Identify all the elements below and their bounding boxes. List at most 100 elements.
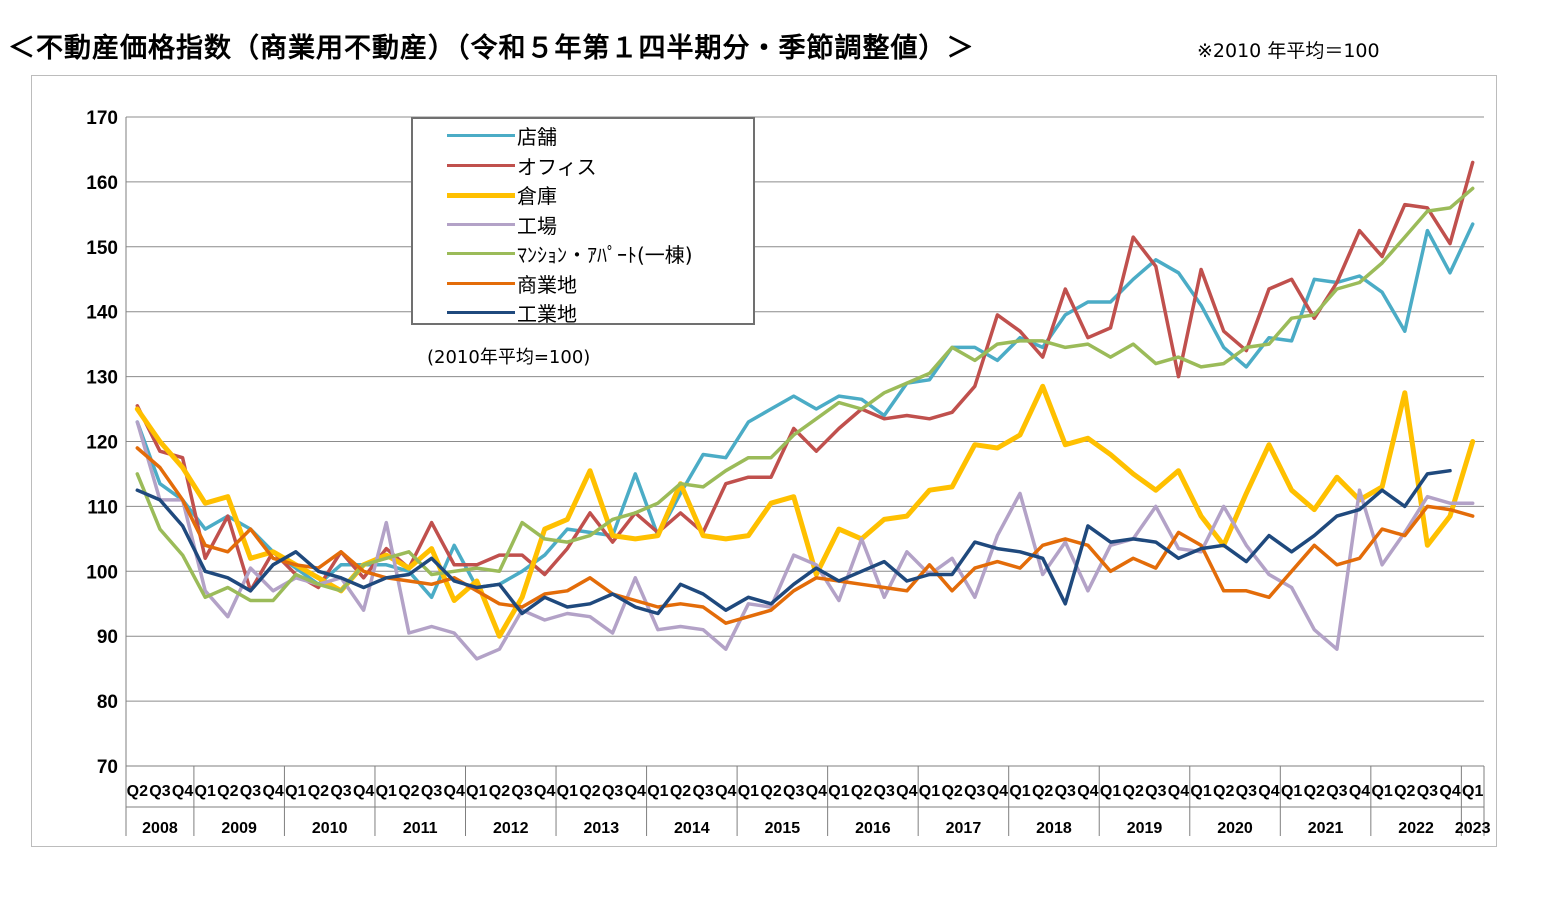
legend-item: 工業地 xyxy=(413,298,753,326)
legend-item: 工場 xyxy=(413,210,753,238)
x-tick-label: Q2 xyxy=(670,783,691,800)
year-label: 2008 xyxy=(142,820,178,837)
year-label: 2017 xyxy=(946,820,982,837)
x-tick-label: Q1 xyxy=(466,783,487,800)
base-year-note: ※2010 年平均＝100 xyxy=(1197,40,1380,62)
legend-label: オフィス xyxy=(517,154,597,179)
year-label: 2023 xyxy=(1455,820,1491,837)
year-label: 2012 xyxy=(493,820,529,837)
year-label: 2011 xyxy=(403,820,438,837)
x-tick-label: Q1 xyxy=(557,783,578,800)
year-label: 2019 xyxy=(1127,820,1163,837)
legend-swatch xyxy=(447,311,515,314)
x-tick-label: Q4 xyxy=(1349,783,1370,800)
x-tick-label: Q3 xyxy=(964,783,985,800)
x-tick-label: Q1 xyxy=(195,783,216,800)
legend-swatch xyxy=(447,163,515,167)
x-tick-label: Q3 xyxy=(1236,783,1257,800)
x-tick-label: Q4 xyxy=(1168,783,1189,800)
legend-label: ﾏﾝｼｮﾝ・ｱﾊﾟｰﾄ(一棟) xyxy=(517,243,693,267)
x-tick-label: Q1 xyxy=(647,783,668,800)
series-line xyxy=(135,160,1475,593)
x-tick-label: Q2 xyxy=(308,783,329,800)
x-tick-label: Q4 xyxy=(1258,783,1279,800)
x-tick-label: Q1 xyxy=(919,783,940,800)
x-tick-label: Q1 xyxy=(1100,783,1121,800)
legend-item: 商業地 xyxy=(413,269,753,297)
x-tick-label: Q3 xyxy=(421,783,442,800)
x-tick-label: Q3 xyxy=(330,783,351,800)
legend-label: 倉庫 xyxy=(517,184,557,208)
x-tick-label: Q2 xyxy=(760,783,781,800)
x-tick-label: Q3 xyxy=(874,783,895,800)
year-label: 2015 xyxy=(765,820,801,837)
x-tick-label: Q2 xyxy=(1394,783,1415,800)
x-tick-label: Q4 xyxy=(534,783,555,800)
x-tick-label: Q2 xyxy=(941,783,962,800)
y-tick-label: 120 xyxy=(86,433,118,454)
y-tick-label: 90 xyxy=(97,627,118,648)
x-tick-label: Q4 xyxy=(1439,783,1460,800)
chart-frame xyxy=(31,75,1497,847)
x-tick-label: Q2 xyxy=(127,783,148,800)
x-tick-label: Q1 xyxy=(376,783,397,800)
legend-label: 工業地 xyxy=(517,302,577,326)
x-tick-label: Q3 xyxy=(511,783,532,800)
x-tick-label: Q2 xyxy=(1304,783,1325,800)
x-tick-label: Q4 xyxy=(444,783,465,800)
legend: 店舗オフィス倉庫工場 ﾏﾝｼｮﾝ・ｱﾊﾟｰﾄ(一棟) 商業地工業地 xyxy=(411,117,755,326)
x-tick-label: Q1 xyxy=(285,783,306,800)
y-axis-ticks: 70 80 90 100 110 120 130 140 150 160 170 xyxy=(86,108,118,778)
y-tick-label: 170 xyxy=(86,108,118,129)
x-tick-label: Q4 xyxy=(806,783,827,800)
year-label: 2013 xyxy=(584,820,620,837)
x-tick-label: Q1 xyxy=(828,783,849,800)
year-label: 2022 xyxy=(1398,820,1434,837)
x-tick-label: Q2 xyxy=(851,783,872,800)
chart-base-note: (2010年平均=100) xyxy=(427,347,591,368)
x-tick-label: Q2 xyxy=(1032,783,1053,800)
series-line xyxy=(135,420,1475,661)
x-tick-label: Q3 xyxy=(149,783,170,800)
x-tick-label: Q1 xyxy=(738,783,759,800)
year-label: 2010 xyxy=(312,820,348,837)
year-label: 2016 xyxy=(855,820,891,837)
y-tick-label: 110 xyxy=(87,497,118,518)
legend-swatch xyxy=(447,252,515,255)
legend-item: 店舗 xyxy=(413,121,753,149)
legend-swatch xyxy=(447,134,515,137)
x-tick-label: Q3 xyxy=(1326,783,1347,800)
year-label: 2021 xyxy=(1308,820,1344,837)
x-tick-label: Q4 xyxy=(625,783,646,800)
y-tick-label: 150 xyxy=(86,238,118,259)
x-tick-label: Q3 xyxy=(1145,783,1166,800)
x-tick-label: Q2 xyxy=(489,783,510,800)
x-tick-label: Q2 xyxy=(1123,783,1144,800)
x-tick-label: Q4 xyxy=(172,783,193,800)
x-tick-label: Q3 xyxy=(1055,783,1076,800)
x-tick-label: Q4 xyxy=(987,783,1008,800)
x-tick-label: Q2 xyxy=(217,783,238,800)
grid-lines xyxy=(125,116,1484,836)
legend-item: ﾏﾝｼｮﾝ・ｱﾊﾟｰﾄ(一棟) xyxy=(413,239,753,267)
series-line xyxy=(134,383,1476,639)
legend-swatch xyxy=(447,193,515,198)
year-label: 2009 xyxy=(221,820,257,837)
legend-label: 店舗 xyxy=(517,125,557,149)
x-tick-label: Q3 xyxy=(1417,783,1438,800)
x-tick-label: Q3 xyxy=(783,783,804,800)
legend-swatch xyxy=(447,222,515,226)
x-tick-label: Q4 xyxy=(715,783,736,800)
y-tick-label: 130 xyxy=(86,368,118,389)
x-tick-label: Q2 xyxy=(1213,783,1234,800)
x-tick-label: Q2 xyxy=(398,783,419,800)
y-tick-label: 160 xyxy=(86,173,118,194)
x-tick-label: Q3 xyxy=(602,783,623,800)
series-line xyxy=(135,222,1475,600)
x-tick-label: Q1 xyxy=(1009,783,1030,800)
legend-label: 工場 xyxy=(517,213,557,238)
legend-swatch xyxy=(447,281,515,285)
y-tick-label: 140 xyxy=(86,303,118,324)
legend-label: 商業地 xyxy=(517,272,577,297)
